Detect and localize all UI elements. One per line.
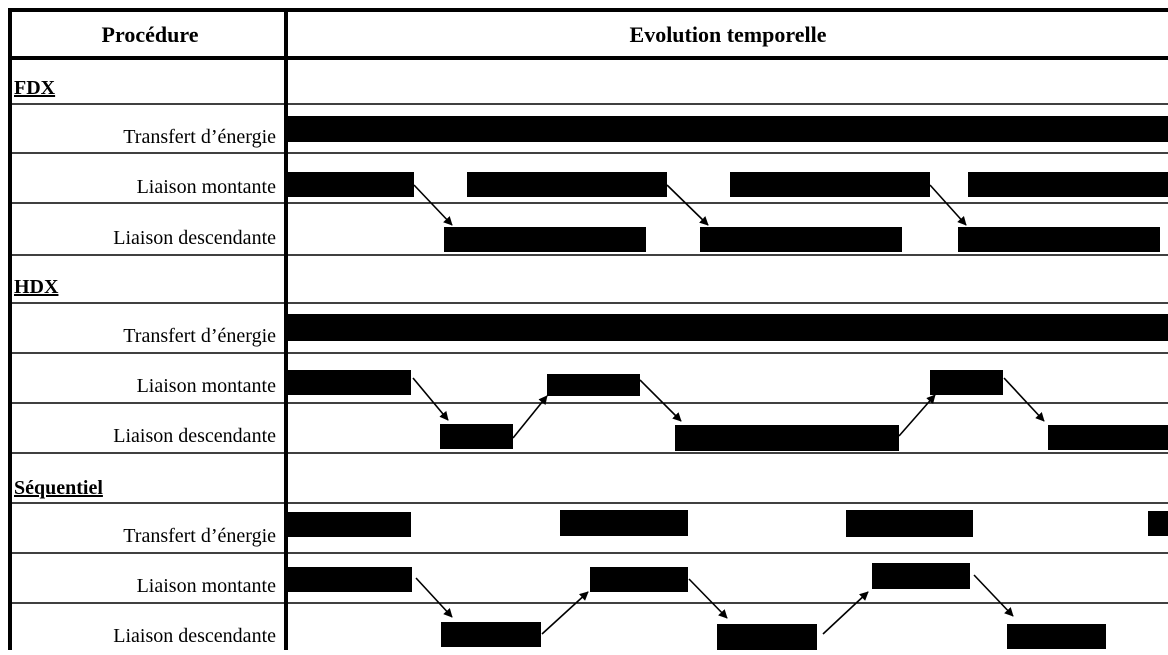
seq-downlink-bar xyxy=(1007,624,1106,649)
hdx-uplink-bar xyxy=(288,370,411,395)
seq-downlink-bar xyxy=(717,624,817,650)
table-grid xyxy=(8,8,1168,650)
fdx-transition-arrow xyxy=(413,184,453,226)
seq-transition-arrow xyxy=(822,591,869,635)
hdx-signals xyxy=(288,314,1168,451)
row-label-fdx-uplink: Liaison montante xyxy=(137,176,277,198)
fdx-downlink-bar xyxy=(444,227,646,252)
seq-energy-bar xyxy=(288,512,411,537)
seq-transition-arrow xyxy=(415,577,453,618)
seq-transition-arrow xyxy=(541,591,589,635)
seq-downlink-bar xyxy=(441,622,541,647)
seq-energy-bar xyxy=(1148,511,1168,536)
hdx-downlink-bar xyxy=(1048,425,1168,450)
fdx-uplink-bar xyxy=(730,172,930,197)
fdx-uplink-bar xyxy=(968,172,1168,197)
fdx-transitions xyxy=(413,184,967,226)
fdx-transition-arrow xyxy=(666,184,709,226)
fdx-downlink-bar xyxy=(958,227,1160,252)
seq-energy-bar xyxy=(846,510,973,537)
fdx-uplink-bar xyxy=(288,172,414,197)
hdx-uplink-bar xyxy=(547,374,640,396)
fdx-downlink-bar xyxy=(700,227,902,252)
fdx-signals xyxy=(288,116,1168,252)
section-title-fdx: FDX xyxy=(14,77,56,99)
section-title-hdx: HDX xyxy=(14,276,59,298)
hdx-transition-arrow xyxy=(412,377,449,421)
hdx-transition-arrow xyxy=(1003,377,1045,422)
row-label-seq-downlink: Liaison descendante xyxy=(113,625,276,647)
row-label-fdx-energy: Transfert d’énergie xyxy=(123,126,276,148)
row-label-fdx-downlink: Liaison descendante xyxy=(113,227,276,249)
seq-transition-arrow xyxy=(973,574,1014,617)
section-title-sequentiel: Séquentiel xyxy=(14,477,103,499)
row-label-hdx-energy: Transfert d’énergie xyxy=(123,325,276,347)
hdx-transition-arrow xyxy=(639,379,682,422)
header-evolution: Evolution temporelle xyxy=(630,22,827,47)
hdx-uplink-bar xyxy=(930,370,1003,395)
seq-uplink-bar xyxy=(872,563,970,589)
hdx-transitions xyxy=(412,377,1045,439)
hdx-transition-arrow xyxy=(898,394,936,437)
seq-uplink-bar xyxy=(288,567,412,592)
hdx-energy-bar xyxy=(288,314,1168,341)
row-label-hdx-downlink: Liaison descendante xyxy=(113,425,276,447)
seq-transition-arrow xyxy=(688,578,728,619)
seq-energy-bar xyxy=(560,510,688,536)
hdx-transition-arrow xyxy=(512,395,548,439)
row-label-seq-energy: Transfert d’énergie xyxy=(123,525,276,547)
hdx-downlink-bar xyxy=(675,425,899,451)
sequentiel-signals xyxy=(288,510,1168,650)
hdx-downlink-bar xyxy=(440,424,513,449)
fdx-uplink-bar xyxy=(467,172,667,197)
row-label-hdx-uplink: Liaison montante xyxy=(137,375,277,397)
row-label-seq-uplink: Liaison montante xyxy=(137,575,277,597)
sequentiel-transitions xyxy=(415,574,1014,635)
fdx-transition-arrow xyxy=(929,184,967,226)
header-procedure: Procédure xyxy=(102,22,199,47)
seq-uplink-bar xyxy=(590,567,688,592)
fdx-energy-bar xyxy=(288,116,1168,142)
